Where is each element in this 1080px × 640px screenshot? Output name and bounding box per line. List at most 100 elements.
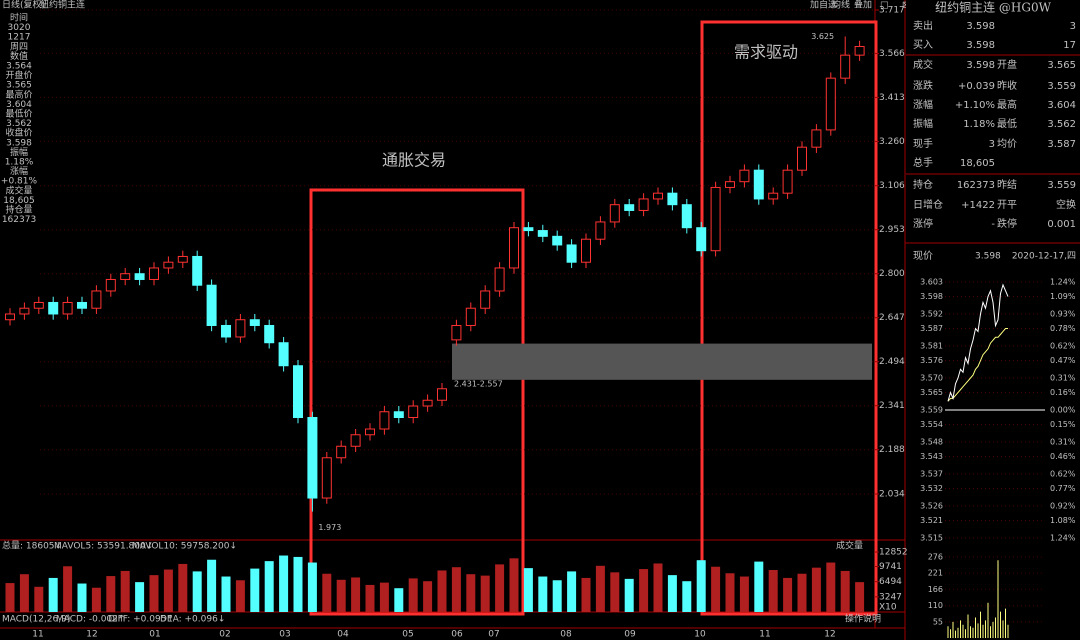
candle-body <box>782 169 793 194</box>
candle-body <box>739 169 750 183</box>
intraday-pct-label: 1.08% <box>1050 516 1076 525</box>
toolbar-button[interactable]: 均线 <box>832 0 850 11</box>
candle-body <box>134 273 145 280</box>
quote-cell: 振幅 <box>913 117 933 130</box>
intraday-tick-label: 3.587 <box>920 324 943 333</box>
volume-bar <box>739 576 749 612</box>
volume-unit: X10 <box>879 603 897 613</box>
info-text: 涨幅 <box>10 165 28 177</box>
volume-bar <box>595 565 605 612</box>
x-tick-label: 11 <box>759 630 770 640</box>
volume-header: MAVOL5: 53591.800↓ <box>54 542 153 552</box>
volume-bar <box>408 578 418 612</box>
candle-body <box>307 417 318 499</box>
intraday-pct-label: 1.09% <box>1050 292 1076 301</box>
quote-cell: 3.587 <box>1047 139 1076 150</box>
intraday-tick-label: 3.559 <box>920 406 943 415</box>
intraday-pct-label: 1.24% <box>1050 534 1076 543</box>
quote-title: 纽约铜主连 @HG0W <box>935 0 1052 15</box>
volume-header: MAVOL10: 59758.200↓ <box>132 542 237 552</box>
intraday-pct-label: 0.62% <box>1050 342 1076 351</box>
quote-cell: +1422 <box>961 200 995 211</box>
y-tick-label: 2.647 <box>879 313 905 323</box>
x-tick-label: 04 <box>337 630 349 640</box>
info-text: 18,605 <box>3 196 35 206</box>
gap-zone <box>452 343 872 380</box>
quote-cell: 1.18% <box>963 119 995 130</box>
candle-body <box>566 244 577 263</box>
candle-body <box>653 192 663 200</box>
volume-bar <box>120 570 130 612</box>
candle-body <box>451 324 462 341</box>
quote-cell: 跌停 <box>997 217 1017 230</box>
help-link[interactable]: 操作说明 <box>845 613 881 625</box>
toolbar-button[interactable]: 叠加 <box>854 0 872 11</box>
volume-bar <box>365 584 375 612</box>
info-text: 3.598 <box>6 138 32 148</box>
annotation: 需求驱动 <box>734 43 798 62</box>
x-tick-label: 11 <box>32 630 43 640</box>
y-tick-label: 2.494 <box>879 357 905 367</box>
quote-cell: 最低 <box>997 117 1017 130</box>
volume-bar <box>19 574 29 612</box>
quote-cell: 成交 <box>913 58 933 71</box>
info-text: 最高价 <box>5 88 32 100</box>
volume-bar <box>307 562 317 612</box>
quote-cell: 持仓 <box>913 178 933 191</box>
candle-body <box>825 77 836 131</box>
toolbar-button[interactable]: □ <box>880 1 889 11</box>
intraday-tick-label: 3.543 <box>920 452 943 461</box>
volume-bar <box>725 573 735 612</box>
candle-body <box>768 192 779 200</box>
y-tick-label: 3.106 <box>879 181 905 191</box>
candle-body <box>278 342 289 367</box>
intraday-pct-label: 0.77% <box>1050 484 1076 493</box>
toolbar-label: 日线(复权) <box>2 0 45 11</box>
x-tick-label: 08 <box>560 630 572 640</box>
info-text: 时间 <box>10 12 28 24</box>
volume-bar <box>768 570 778 612</box>
intraday-pct-label: 0.47% <box>1050 356 1076 365</box>
intraday-pct-label: 0.00% <box>1050 406 1076 415</box>
volume-bar <box>437 570 447 612</box>
price-line <box>947 283 1009 402</box>
toolbar-button[interactable]: ⊠ <box>902 1 910 11</box>
volume-tick-label: 6494 <box>879 577 902 587</box>
intraday-pct-label: 0.16% <box>1050 388 1076 397</box>
quote-cell: 空换 <box>1056 198 1076 211</box>
y-tick-label: 2.953 <box>879 225 905 235</box>
quote-cell: 3 <box>1070 21 1076 32</box>
volume-selector[interactable]: 成交量 <box>836 540 863 552</box>
quote-cell: 3.559 <box>1047 180 1076 191</box>
intraday-pct-label: 0.31% <box>1050 438 1076 447</box>
info-text: 成交量 <box>5 184 32 196</box>
info-text: 振幅 <box>10 146 28 158</box>
quote-cell: 0.001 <box>1047 219 1076 230</box>
candle-body <box>581 238 591 263</box>
volume-bar <box>567 571 577 612</box>
candle-body <box>725 181 735 188</box>
intraday-tick-label: 3.603 <box>920 278 943 287</box>
x-tick-label: 10 <box>694 630 706 640</box>
toolbar-button[interactable]: 加自选 <box>810 0 837 11</box>
info-text: +0.81% <box>1 177 38 187</box>
macd-header: MACD: -0.002↑ <box>56 615 125 625</box>
volume-bar <box>135 582 145 612</box>
candle-body <box>537 230 548 237</box>
volume-bar <box>639 569 649 612</box>
volume-bar <box>451 567 461 612</box>
volume-header: 总量: 18605↓ <box>2 540 62 552</box>
candle-body <box>797 146 807 171</box>
quote-cell: 3 <box>989 139 995 150</box>
candle-body <box>811 129 822 148</box>
annotation: 通胀交易 <box>382 151 446 170</box>
intraday-pct-label: 0.93% <box>1050 310 1076 319</box>
candle-body <box>177 255 188 263</box>
volume-bar <box>552 580 562 612</box>
volume-bar <box>264 561 274 612</box>
now-price: 3.598 <box>975 252 1001 262</box>
volume-bar <box>495 564 505 612</box>
x-tick-label: 06 <box>451 630 463 640</box>
info-text: 3.565 <box>6 81 32 91</box>
